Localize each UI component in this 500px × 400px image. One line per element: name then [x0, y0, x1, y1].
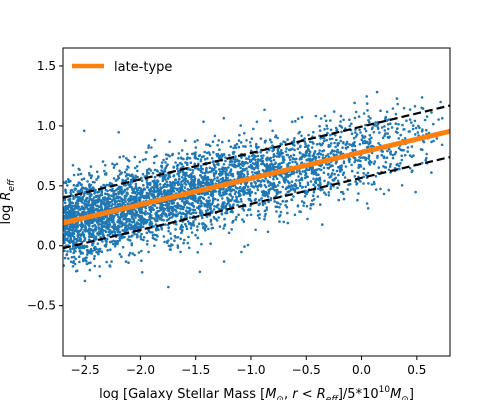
x-tick-label: −1.5	[181, 363, 210, 377]
x-tick-label: −1.0	[236, 363, 265, 377]
y-tick-label: 1.5	[37, 59, 56, 73]
lower-bound-line	[63, 155, 450, 250]
legend: late-type	[72, 60, 172, 75]
legend-label: late-type	[114, 60, 172, 75]
y-tick-label: 0.0	[37, 239, 56, 253]
y-tick-label: 0.5	[37, 179, 56, 193]
x-ticks: −2.5 −2.0 −1.5 −1.0 −0.5 0.0 0.5	[71, 356, 426, 377]
y-axis-label: log Reff	[0, 178, 17, 225]
y-ticks: −0.5 0.0 0.5 1.0 1.5	[27, 59, 63, 313]
x-tick-label: −0.5	[292, 363, 321, 377]
y-tick-label: 1.0	[37, 119, 56, 133]
upper-bound-line	[63, 104, 450, 199]
x-tick-label: 0.5	[407, 363, 426, 377]
fit-lines	[63, 104, 450, 250]
x-tick-label: 0.0	[352, 363, 371, 377]
x-tick-label: −2.0	[126, 363, 155, 377]
x-axis-label: log [Galaxy Stellar Mass [M⊙, r < Reff]/…	[99, 385, 414, 400]
x-tick-label: −2.5	[71, 363, 100, 377]
axes-frame	[62, 47, 451, 357]
y-tick-label: −0.5	[27, 299, 56, 313]
fit-line	[63, 128, 450, 226]
